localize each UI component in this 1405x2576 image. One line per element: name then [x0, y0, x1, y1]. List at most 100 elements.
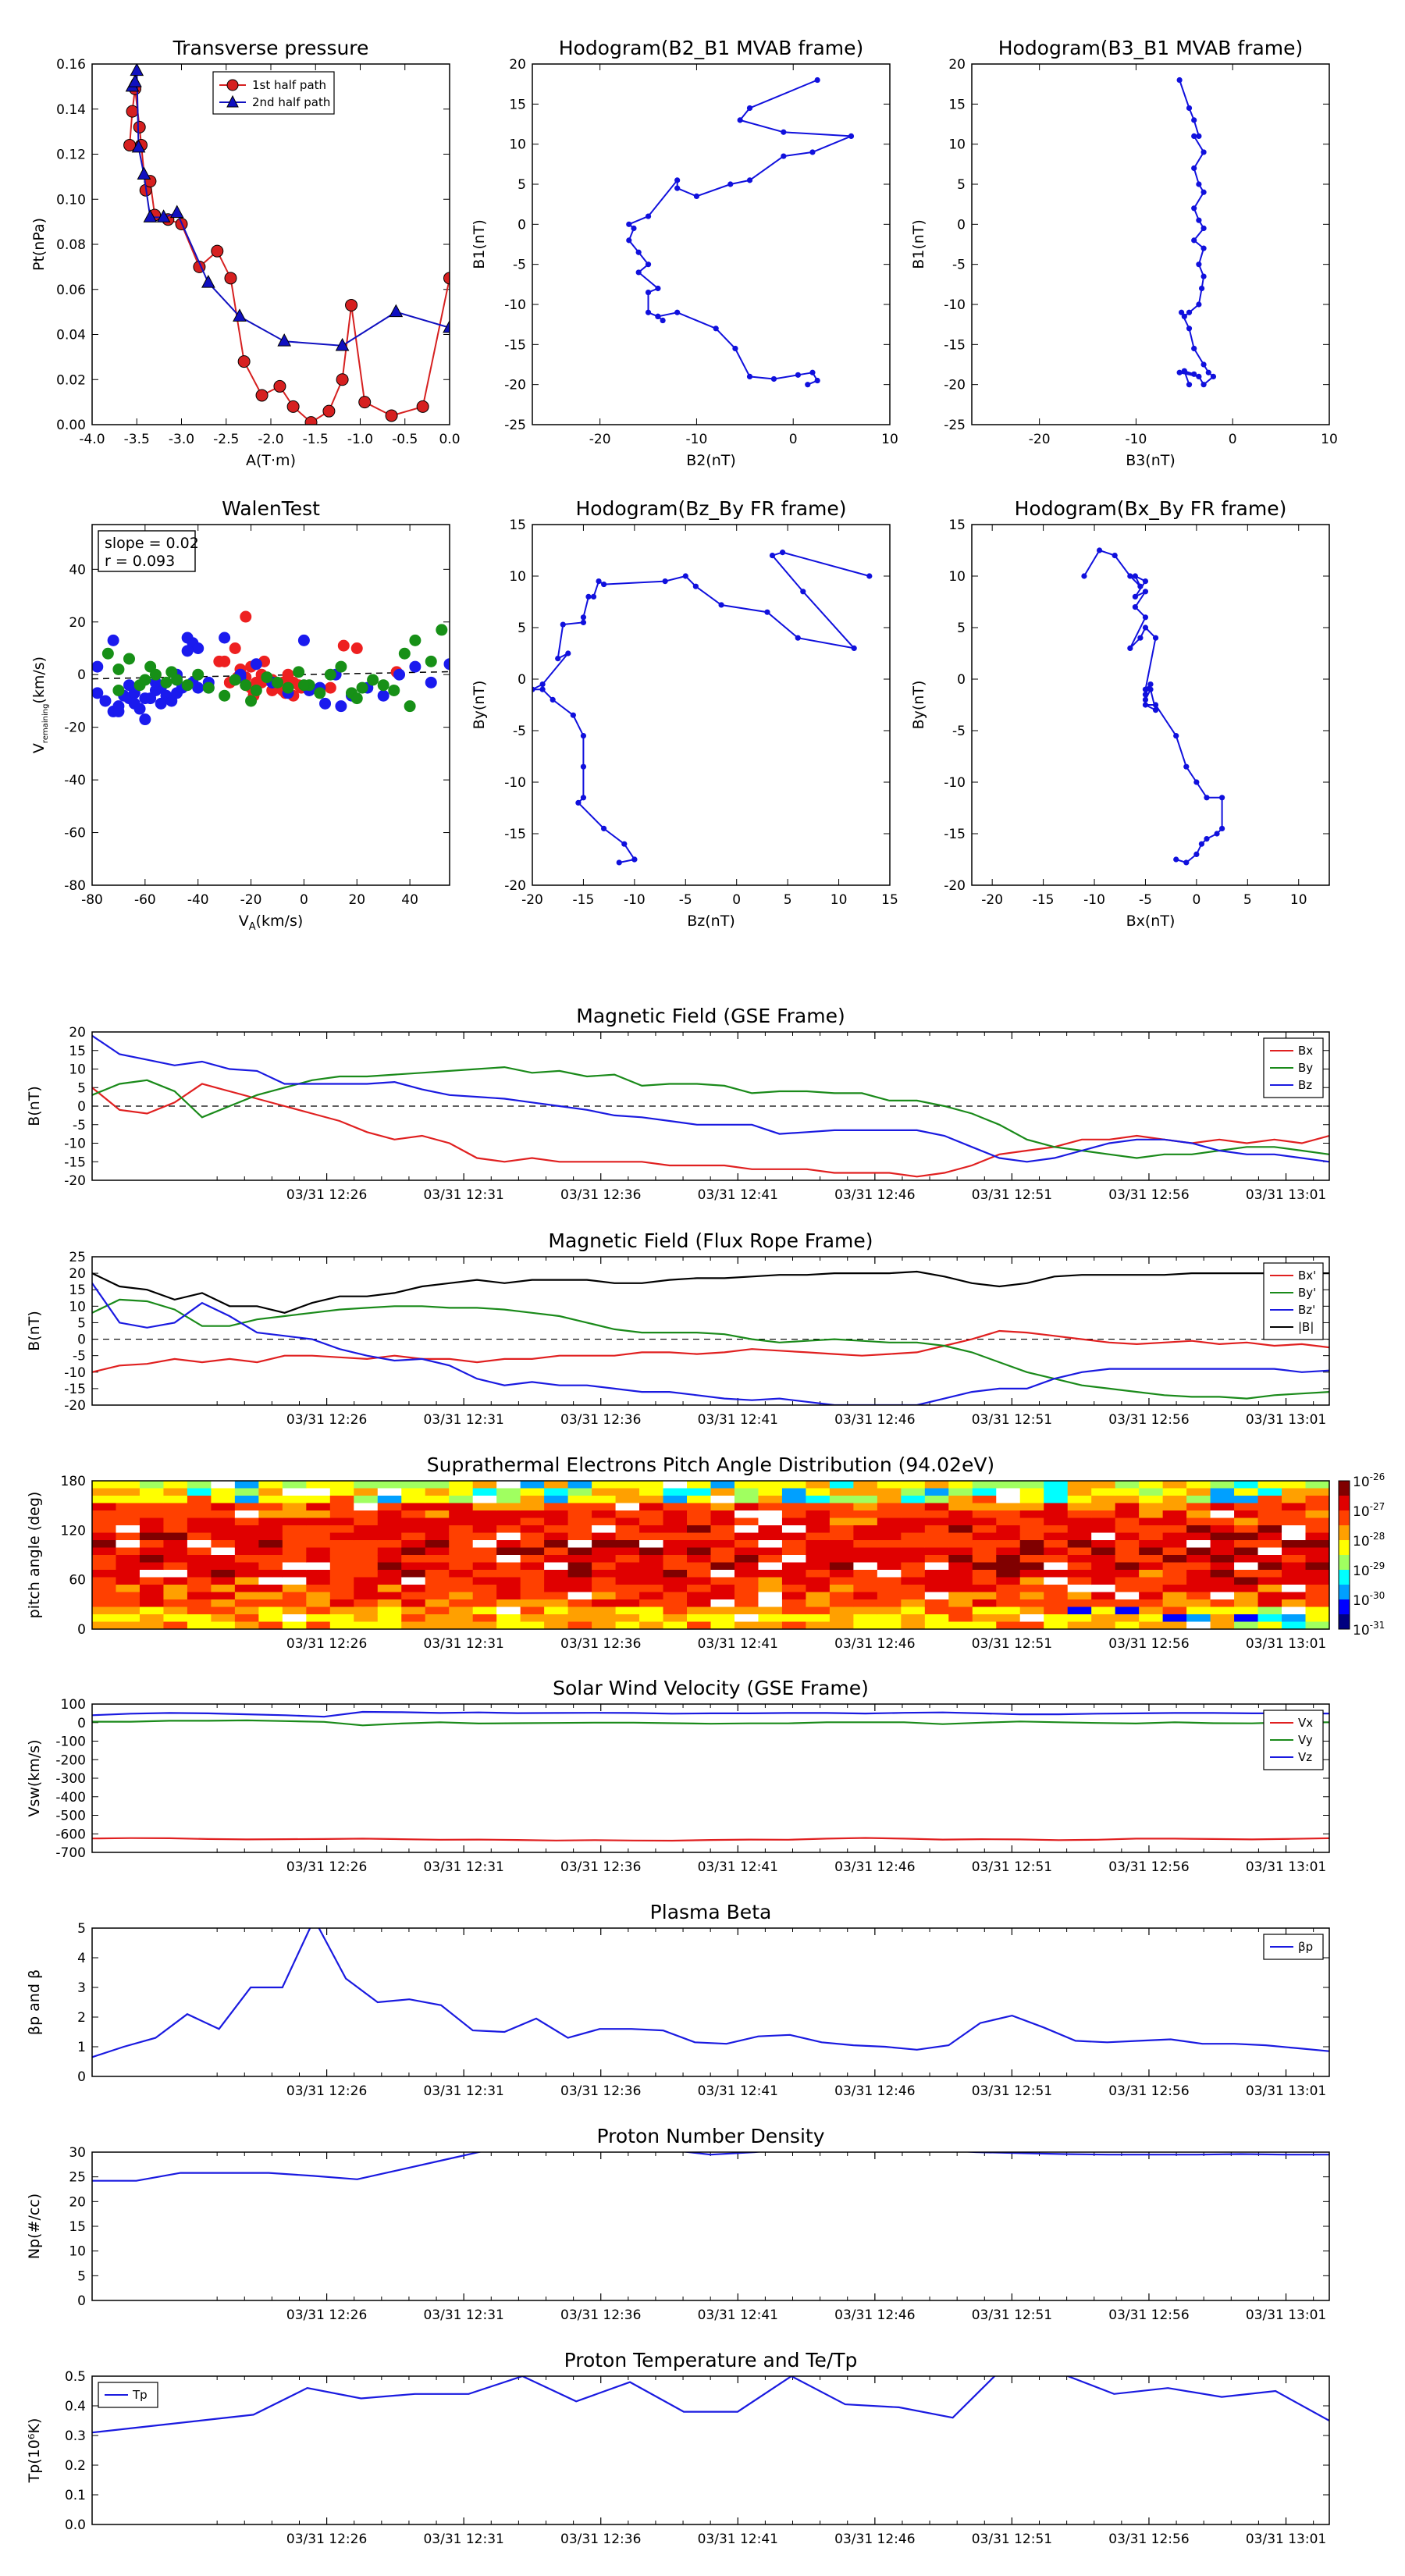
y-tick-label: -15 [504, 337, 526, 353]
heat-cell [425, 1517, 450, 1526]
heat-cell [663, 1621, 688, 1629]
colorbar-exponent: -27 [1370, 1501, 1385, 1512]
y-tick-label: -10 [944, 297, 966, 313]
y-tick-label: 0 [77, 2069, 86, 2085]
heat-cell [116, 1562, 140, 1571]
y-axis-label-main: V [30, 743, 48, 753]
heat-cell [282, 1547, 307, 1556]
heat-cell [1162, 1496, 1187, 1504]
time-tick-label: 03/31 13:01 [1246, 1859, 1326, 1875]
y-tick-label: -200 [55, 1752, 86, 1768]
colorbar-exponent: -28 [1370, 1531, 1385, 1542]
heat-cell [187, 1532, 212, 1541]
heat-cell [1139, 1621, 1164, 1629]
axes-frame [91, 524, 450, 886]
data-point [795, 372, 802, 378]
heat-cell [901, 1599, 926, 1608]
heat-cell [306, 1592, 331, 1600]
chart-title: Proton Temperature and Te/Tp [564, 2349, 858, 2371]
heat-cell [758, 1621, 783, 1629]
y-tick-label: 5 [957, 177, 966, 193]
heat-cell [996, 1496, 1021, 1504]
heat-cell [1257, 1510, 1282, 1519]
heat-cell [472, 1614, 497, 1623]
x-tick-label: -15 [573, 892, 595, 908]
heat-cell [496, 1592, 521, 1600]
heat-cell [1305, 1547, 1329, 1556]
plot-area [92, 1270, 1329, 1405]
heat-cell [544, 1540, 569, 1549]
y-axis-label: Vsw(km/s) [26, 1739, 43, 1816]
heat-cell [211, 1614, 236, 1623]
heat-cell [1234, 1599, 1259, 1608]
heat-cell [306, 1496, 331, 1504]
heat-cell [234, 1547, 259, 1556]
heat-cell [449, 1547, 474, 1556]
heat-cell [1210, 1599, 1235, 1608]
heat-cell [1282, 1525, 1307, 1534]
heat-cell [187, 1592, 212, 1600]
heat-cell [306, 1570, 331, 1578]
heat-cell [972, 1481, 997, 1489]
heat-cell [687, 1606, 712, 1615]
heat-cell [1019, 1481, 1044, 1489]
heat-cell [425, 1621, 450, 1629]
data-point [112, 663, 125, 675]
heat-cell [92, 1547, 117, 1556]
data-point [718, 602, 724, 608]
heat-cell [1162, 1592, 1187, 1600]
heat-cell [544, 1496, 569, 1504]
heat-cell [1305, 1540, 1329, 1549]
x-axis-label-main: V [239, 913, 249, 930]
time-tick-label: 03/31 12:26 [286, 2307, 367, 2323]
heat-cell [496, 1599, 521, 1608]
data-point [1176, 76, 1183, 84]
heat-cell [520, 1496, 545, 1504]
heat-cell [901, 1585, 926, 1593]
data-point [1214, 831, 1220, 837]
data-point [1132, 593, 1138, 600]
y-tick-label: 0 [77, 667, 86, 683]
heat-cell [354, 1547, 379, 1556]
heat-cell [781, 1510, 807, 1519]
heat-cell [663, 1496, 688, 1504]
data-point [746, 373, 753, 379]
heat-cell [639, 1496, 664, 1504]
data-point [229, 642, 241, 654]
y-tick-label: -700 [55, 1845, 86, 1861]
heat-cell [1019, 1547, 1044, 1556]
data-point [565, 650, 571, 656]
heat-cell [211, 1517, 236, 1526]
heat-cell [829, 1570, 854, 1578]
heat-cell [163, 1525, 188, 1534]
heat-cell [1019, 1621, 1044, 1629]
y-tick-label: -10 [944, 775, 966, 791]
y-tick-label: 0.5 [65, 2369, 86, 2385]
heat-cell [258, 1510, 283, 1519]
heat-cell [1305, 1510, 1329, 1519]
heat-cell [592, 1547, 617, 1556]
heat-cell [1210, 1525, 1235, 1534]
heat-cell [663, 1599, 688, 1608]
heat-cell [615, 1592, 640, 1600]
heat-cell [92, 1496, 117, 1504]
heat-cell [1305, 1592, 1329, 1600]
heat-cell [449, 1599, 474, 1608]
y-tick-label: -15 [944, 827, 966, 842]
heat-cell [1282, 1510, 1307, 1519]
heat-cell [1044, 1532, 1069, 1541]
y-tick-label: 0.08 [56, 237, 86, 253]
heat-cell [282, 1517, 307, 1526]
heat-cell [1282, 1614, 1307, 1623]
data-point [282, 681, 294, 694]
data-point [319, 697, 332, 710]
data-point [324, 681, 336, 694]
heat-cell [877, 1540, 902, 1549]
heat-cell [710, 1540, 735, 1549]
data-point [377, 679, 389, 692]
heat-cell [639, 1488, 664, 1496]
heat-cell [829, 1585, 854, 1593]
heat-cell [520, 1592, 545, 1600]
y-tick-label: 4 [77, 1951, 86, 1966]
